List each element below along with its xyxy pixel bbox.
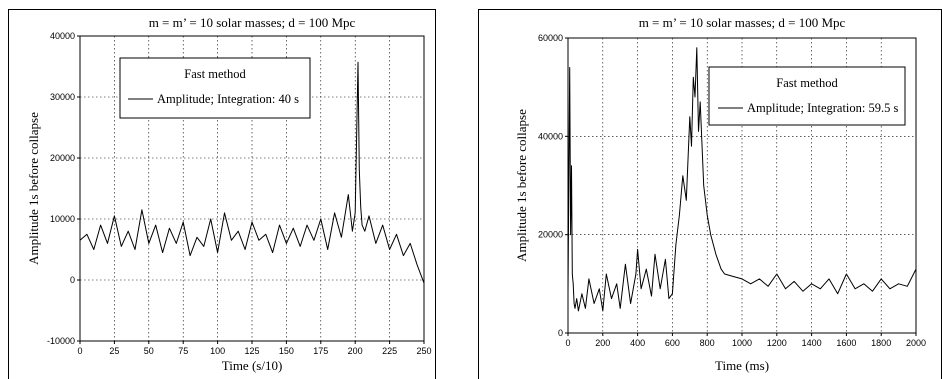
x-tick-label: 1800 (871, 338, 891, 348)
x-tick-label: 50 (144, 346, 154, 356)
x-axis-title: Time (s/10) (222, 358, 283, 373)
legend-entry: Amplitude; Integration: 59.5 s (747, 101, 899, 115)
x-tick-label: 0 (565, 338, 570, 348)
x-tick-label: 25 (109, 346, 119, 356)
x-tick-label: 200 (595, 338, 610, 348)
x-tick-label: 100 (210, 346, 225, 356)
series-line (79, 61, 425, 284)
right-chart-svg: 0 200 400 600 800 1000 1200 1400 1600 1800 2000020… (478, 9, 942, 379)
x-tick-label: 400 (630, 338, 645, 348)
y-tick-label: 0 (70, 275, 75, 285)
x-tick-label: 200 (348, 346, 363, 356)
x-tick-label: 225 (382, 346, 397, 356)
outer-frame (8, 9, 436, 379)
x-tick-label: 2000 (906, 338, 926, 348)
x-tick-label: 0 (77, 346, 82, 356)
series-line (567, 47, 917, 312)
y-tick-label: 20000 (50, 153, 75, 163)
legend-box (708, 66, 906, 126)
y-tick-label: -10000 (47, 336, 75, 346)
legend-title: Fast method (776, 76, 838, 90)
x-tick-label: 1000 (732, 338, 752, 348)
y-tick-label: 40000 (538, 131, 563, 141)
legend-entry: Amplitude; Integration: 40 s (157, 92, 299, 106)
x-tick-label: 600 (665, 338, 680, 348)
y-tick-label: 60000 (538, 33, 563, 43)
legend-box (119, 57, 311, 119)
x-tick-label: 1400 (802, 338, 822, 348)
chart-title: m = m’ = 10 solar masses; d = 100 Mpc (639, 15, 846, 30)
x-tick-label: 250 (416, 346, 431, 356)
y-tick-label: 10000 (50, 214, 75, 224)
y-axis-title: Amplitude 1s before collapse (514, 109, 529, 262)
y-tick-label: 20000 (538, 230, 563, 240)
x-tick-label: 75 (178, 346, 188, 356)
x-tick-label: 1200 (767, 338, 787, 348)
y-tick-label: 30000 (50, 92, 75, 102)
x-tick-label: 125 (244, 346, 259, 356)
y-tick-label: 40000 (50, 31, 75, 41)
y-axis-title: Amplitude 1s before collapse (26, 112, 41, 265)
left-chart-svg: 0 25 50 75 100 125 150 175 200 225 250-10000010000… (8, 9, 436, 379)
legend-title: Fast method (184, 67, 246, 81)
x-tick-label: 1600 (836, 338, 856, 348)
y-tick-label: 0 (558, 328, 563, 338)
outer-frame (478, 9, 942, 379)
x-axis-title: Time (ms) (715, 358, 769, 373)
left-chart: 0 25 50 75 100 125 150 175 200 225 250 -10000 0 10000… (0, 0, 440, 379)
x-tick-label: 150 (279, 346, 294, 356)
x-tick-label: 800 (700, 338, 715, 348)
chart-title: m = m’ = 10 solar masses; d = 100 Mpc (149, 15, 356, 30)
right-chart: 0 200 400 600 800 1000 1200 1400 1600 1800 2000 0 20… (466, 0, 942, 379)
x-tick-label: 175 (313, 346, 328, 356)
